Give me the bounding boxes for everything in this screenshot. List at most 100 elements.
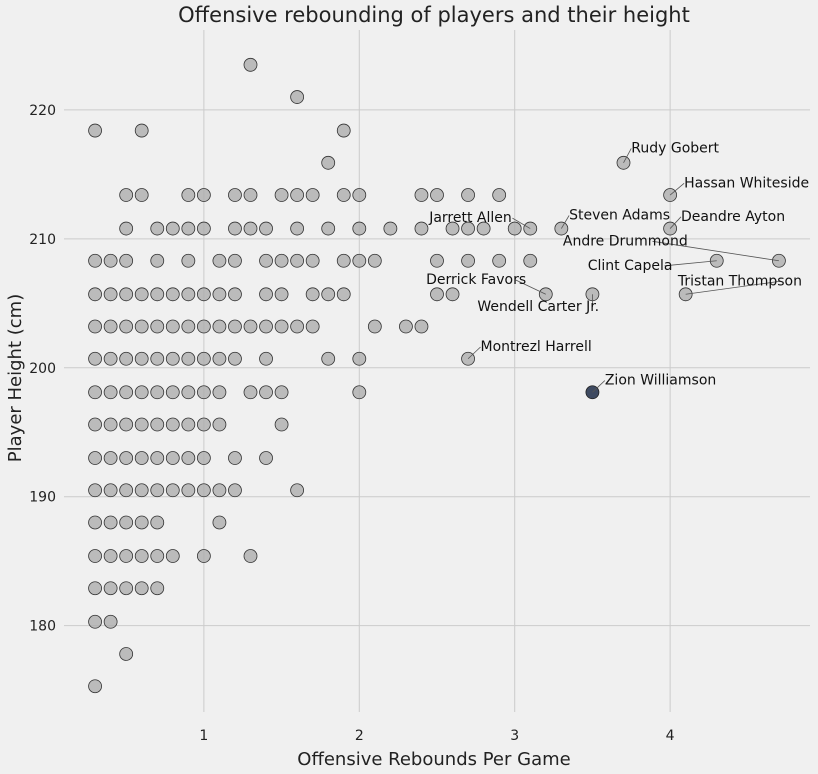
data-point [134,351,149,366]
data-point [228,451,242,465]
annotation-leader [592,380,606,393]
y-tick-label: 200 [29,361,56,377]
annotation-label: Derrick Favors [426,272,526,288]
data-point [274,319,289,334]
data-point [243,188,258,202]
data-point [165,417,180,432]
tick-labels: 1 2 3 4 180 190 200 210 220 [29,103,674,744]
data-point [352,188,367,202]
y-axis-title: Player Height (cm) [5,294,26,462]
data-point [430,253,444,268]
data-point [523,253,538,268]
y-tick-label: 210 [29,232,56,248]
data-point [119,647,134,661]
data-point [165,287,180,302]
data-point [119,451,134,465]
data-point [399,319,413,334]
annotation-label: Zion Williamson [605,373,716,389]
data-point [181,483,196,498]
data-point [259,319,273,334]
data-point [103,515,118,530]
data-points [88,57,786,694]
data-point [134,385,149,400]
data-point [336,287,351,302]
data-point [228,253,242,268]
data-point [336,123,351,138]
data-point [88,581,102,596]
data-point [103,351,118,366]
annotation-label: Hassan Whiteside [684,175,809,191]
annotation-leader [652,240,779,262]
data-point [383,221,398,236]
data-point [290,253,305,268]
data-point [181,417,196,432]
data-point [181,287,196,302]
annotation-leader [515,279,546,295]
data-point [88,451,102,465]
data-point [150,221,165,236]
data-point [492,188,507,202]
data-point [134,123,149,138]
data-point [119,515,134,530]
data-point [430,188,444,202]
data-point [150,483,165,498]
annotation-label: Jarrett Allen [428,210,512,226]
data-point [103,581,118,596]
data-point [119,351,134,366]
x-tick-label: 2 [355,728,364,744]
data-point [290,319,305,334]
annotation-label: Deandre Ayton [681,209,785,225]
y-tick-label: 190 [29,490,56,506]
data-point [259,287,273,302]
data-point [134,549,149,563]
data-point [212,253,227,268]
data-point [352,385,367,400]
data-point [196,417,211,432]
data-point [228,483,242,498]
data-point [103,417,118,432]
data-point [150,417,165,432]
data-point [134,483,149,498]
data-point [196,351,211,366]
data-point [88,483,102,498]
data-point [445,221,460,236]
annotation-leader [623,148,632,163]
data-point [274,188,289,202]
data-point [228,319,242,334]
data-point [150,549,165,563]
data-point [414,221,429,236]
data-point [321,287,336,302]
data-point [290,188,305,202]
data-point [196,287,211,302]
data-point [228,188,242,202]
data-point [181,351,196,366]
data-point [103,287,118,302]
annotation-leader [685,280,781,295]
data-point [88,287,102,302]
data-point [274,253,289,268]
data-point [181,188,196,202]
x-tick-label: 4 [666,728,675,744]
data-point [290,90,305,104]
data-point [212,351,227,366]
y-tick-label: 220 [29,103,56,119]
data-point [352,351,367,366]
data-point [119,188,134,202]
data-point [196,451,211,465]
data-point [181,221,196,236]
data-point [134,188,149,202]
data-point [134,581,149,596]
data-point [88,253,102,268]
data-point [119,417,134,432]
grid [64,30,810,712]
data-point [212,319,227,334]
data-point [88,351,102,366]
data-point [103,483,118,498]
data-point [134,319,149,334]
data-point [150,253,165,268]
data-point [150,385,165,400]
data-point [150,287,165,302]
data-point [367,253,382,268]
data-point [103,451,118,465]
data-point [88,549,102,563]
